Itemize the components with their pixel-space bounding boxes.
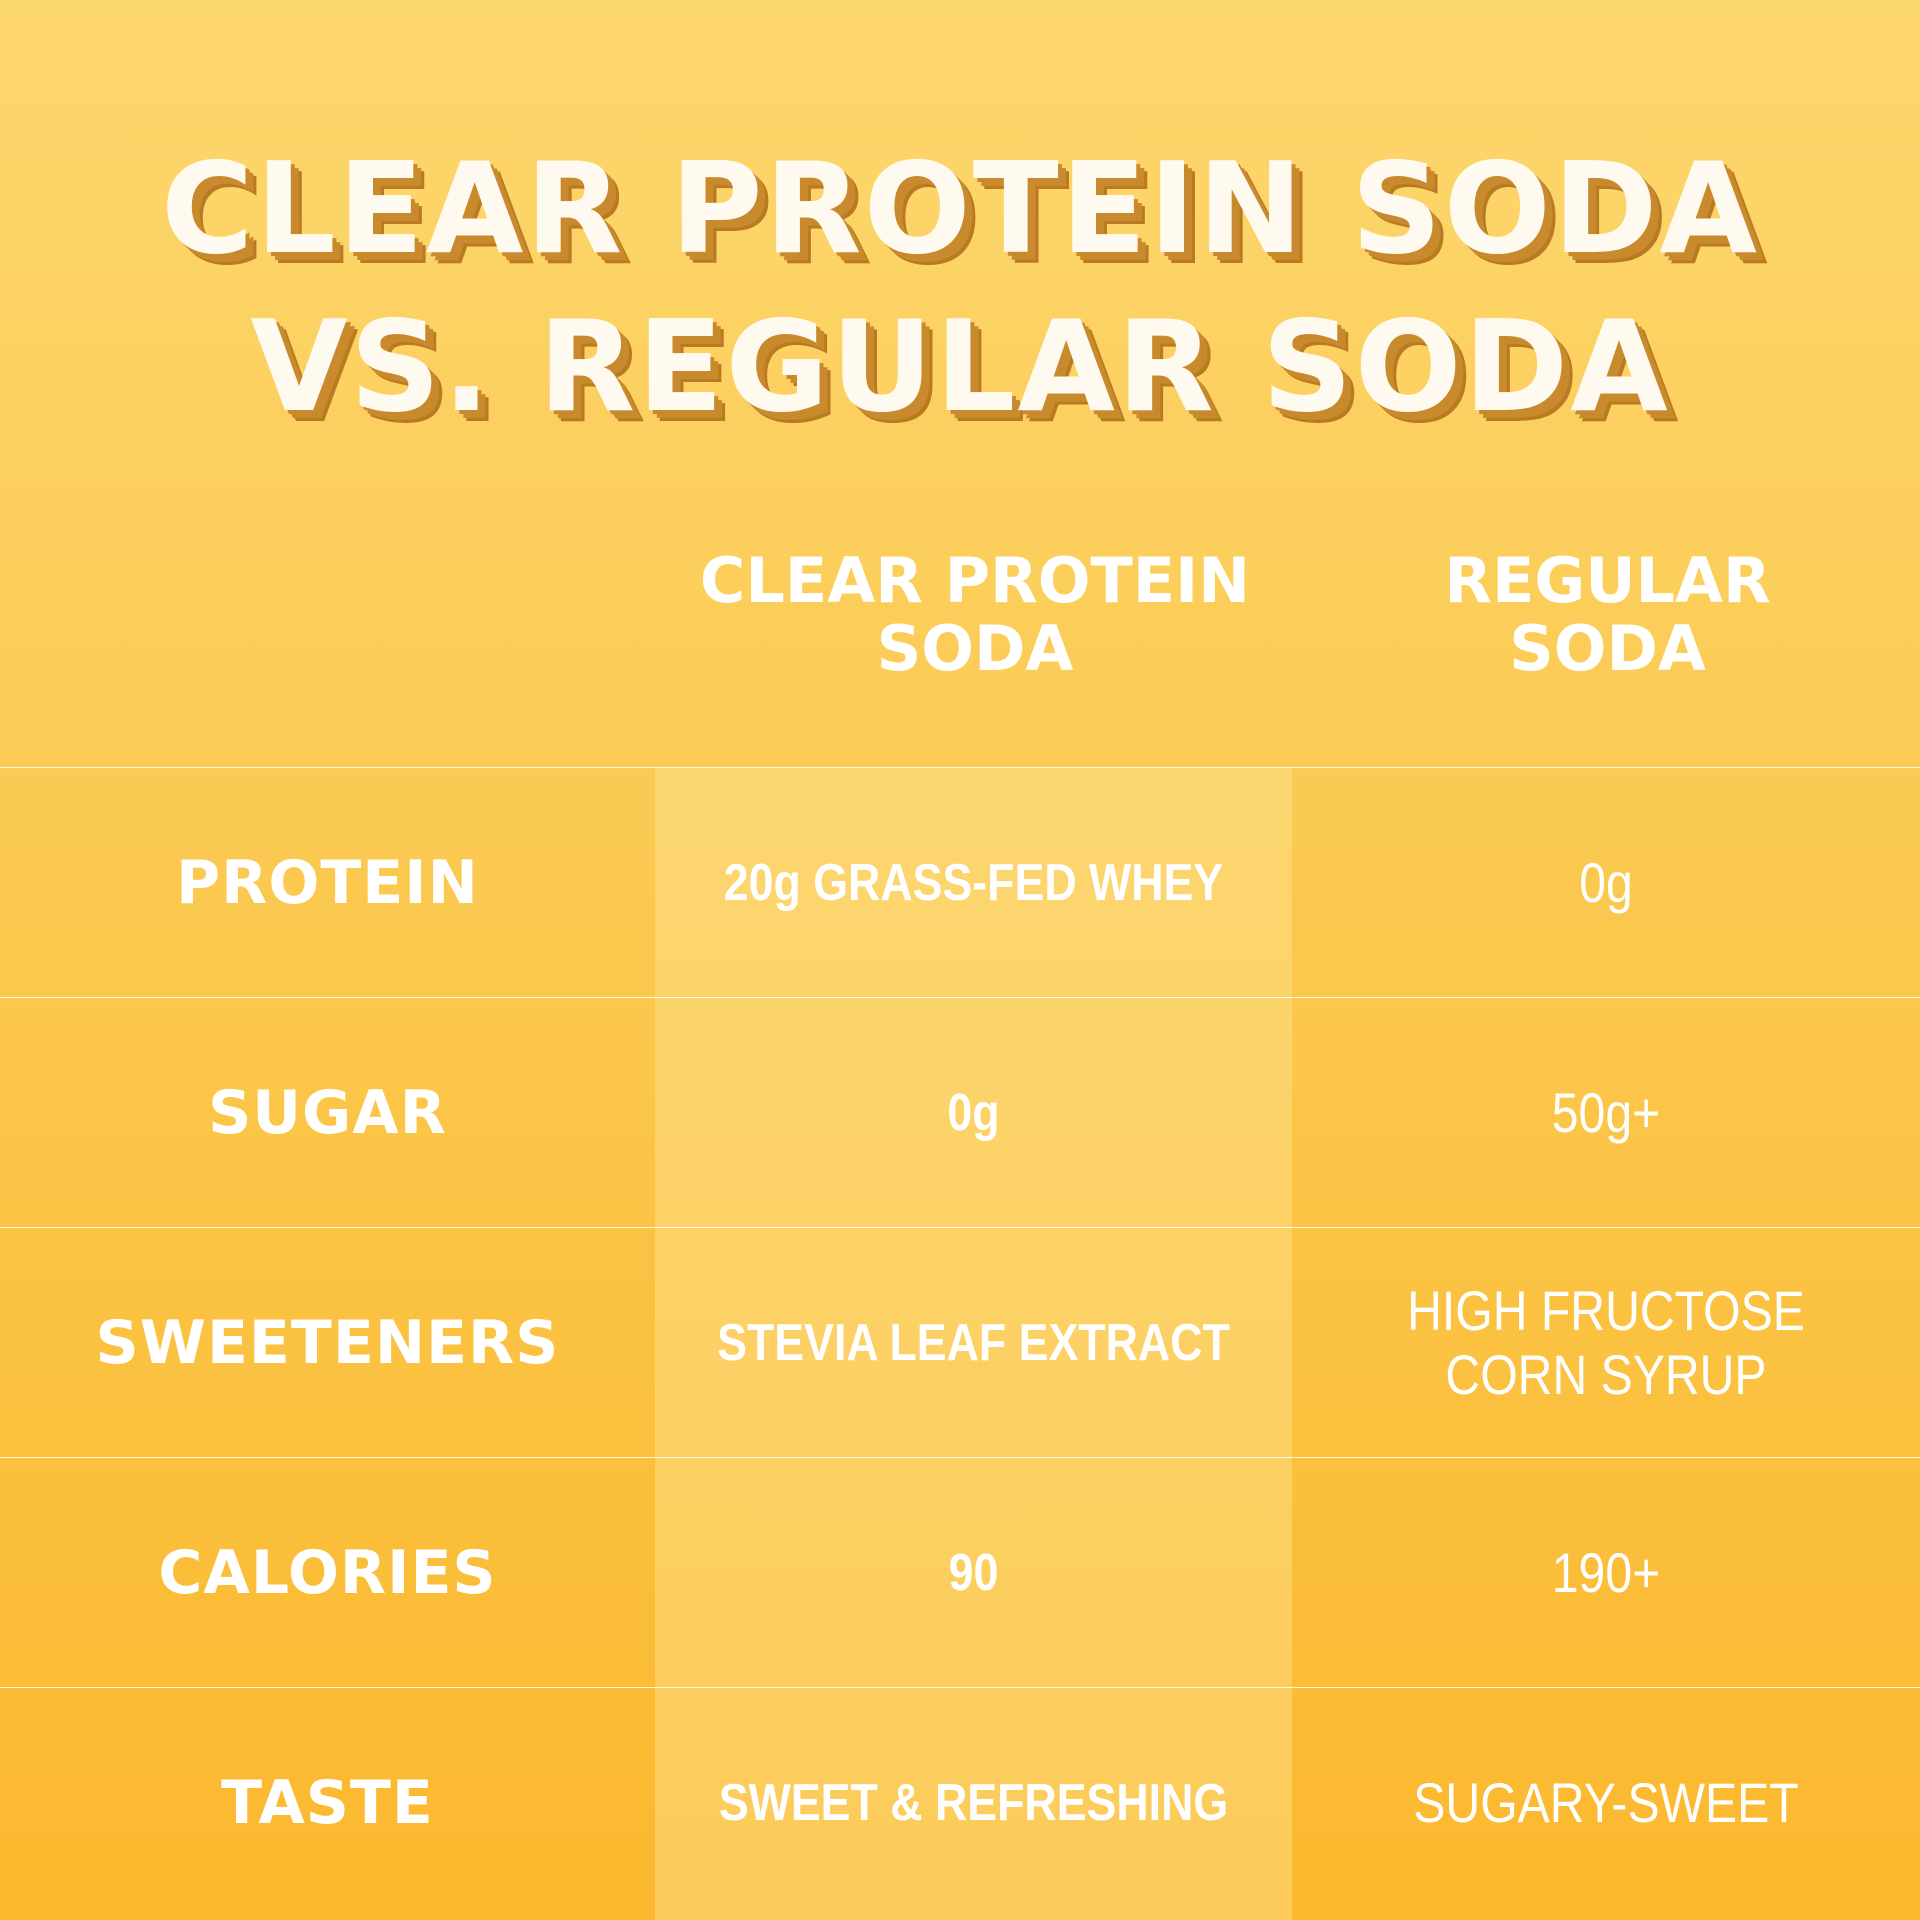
column-header-label: CLEAR PROTEIN SODA	[699, 544, 1251, 685]
clear-protein-soda-value: 0g	[947, 1084, 1000, 1142]
clear-protein-soda-value: 90	[948, 1544, 999, 1602]
row-label: TASTE	[221, 1768, 434, 1838]
comparison-table: PROTEIN 20g GRASS-FED WHEY 0g SUGAR 0g 5…	[0, 767, 1920, 1920]
clear-protein-soda-value: STEVIA LEAF EXTRACT	[717, 1314, 1230, 1372]
page-title: CLEAR PROTEIN SODA VS. REGULAR SODA	[0, 130, 1920, 446]
regular-soda-value: SUGARY-SWEET	[1413, 1771, 1799, 1834]
regular-soda-value: 50g+	[1551, 1081, 1661, 1144]
table-row-calories: CALORIES 90 190+	[0, 1457, 1920, 1687]
clear-protein-soda-value: 20g GRASS-FED WHEY	[723, 854, 1224, 912]
table-row-taste: TASTE SWEET & REFRESHING SUGARY-SWEET	[0, 1687, 1920, 1917]
column-header-regular-soda: REGULAR SODA	[1295, 540, 1920, 690]
row-label: PROTEIN	[176, 848, 479, 918]
column-header-clear-protein-soda: CLEAR PROTEIN SODA	[655, 540, 1295, 690]
regular-soda-value: 0g	[1579, 851, 1633, 914]
table-row-protein: PROTEIN 20g GRASS-FED WHEY 0g	[0, 767, 1920, 997]
row-label: CALORIES	[158, 1538, 497, 1608]
title-line-2: VS. REGULAR SODA	[250, 293, 1670, 440]
highlight-column-band	[655, 767, 1292, 1920]
regular-soda-value: 190+	[1551, 1541, 1661, 1604]
row-label: SWEETENERS	[95, 1308, 560, 1378]
title-line-1: CLEAR PROTEIN SODA	[161, 135, 1759, 282]
table-row-sweeteners: SWEETENERS STEVIA LEAF EXTRACT HIGH FRUC…	[0, 1227, 1920, 1457]
table-row-sugar: SUGAR 0g 50g+	[0, 997, 1920, 1227]
row-label: SUGAR	[208, 1078, 447, 1148]
column-header-label: REGULAR SODA	[1444, 544, 1771, 685]
clear-protein-soda-value: SWEET & REFRESHING	[718, 1774, 1229, 1832]
regular-soda-value: HIGH FRUCTOSE CORN SYRUP	[1407, 1279, 1805, 1406]
